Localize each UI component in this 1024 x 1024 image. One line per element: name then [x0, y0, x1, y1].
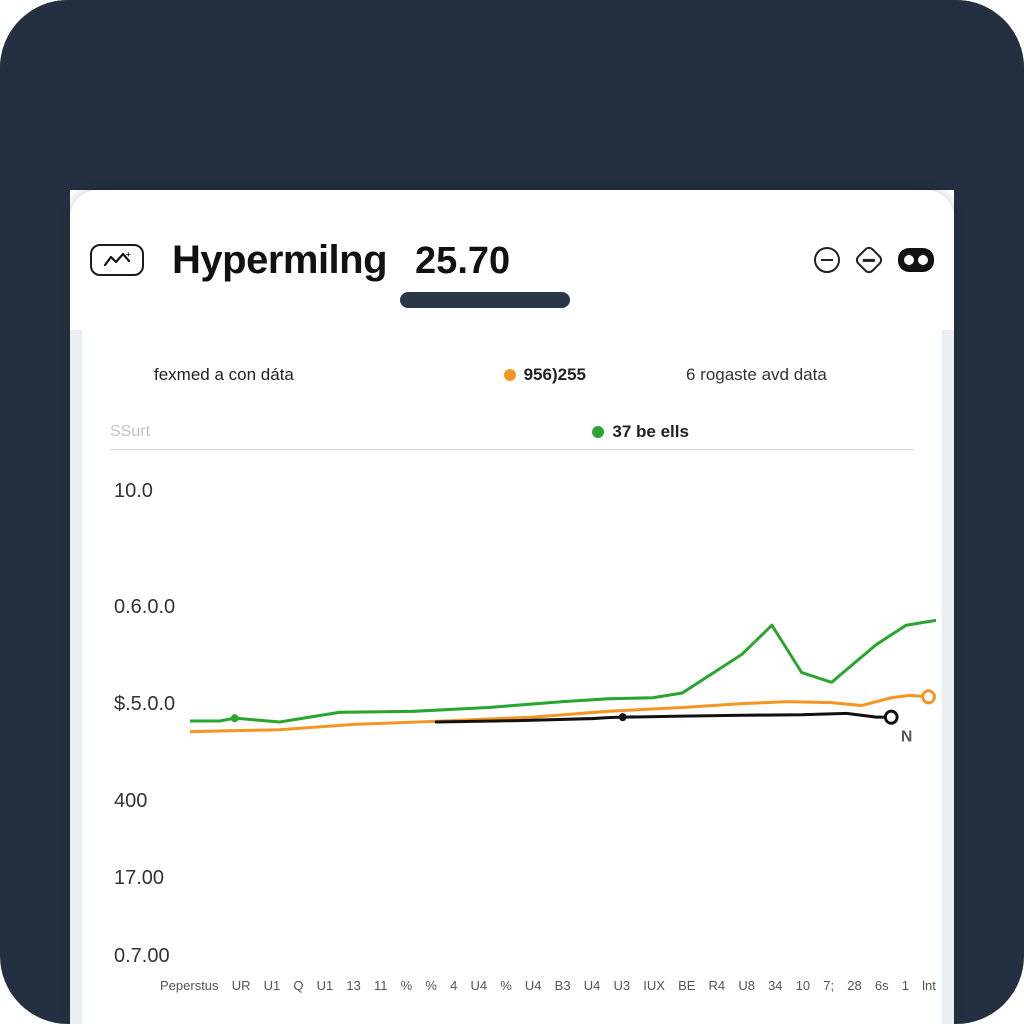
x-tick-label: Peperstus	[160, 978, 219, 993]
y-tick-label: $.5.0.0	[114, 693, 175, 716]
x-tick-label: U4	[470, 978, 487, 993]
legend-label-right: 6 rogaste avd data	[686, 365, 914, 385]
bezel-right	[954, 0, 1024, 1024]
y-tick-label: 17.00	[114, 867, 164, 890]
x-axis: Peperstus UR U1 Q U1 13 11%% 4 U4% U4 B3 U4 U3 IUX BE R…	[160, 978, 936, 1018]
bezel-left	[0, 0, 70, 1024]
series-orange-end-marker	[923, 691, 935, 703]
bezel-top	[0, 0, 1024, 190]
minus-circle-icon[interactable]	[814, 247, 840, 273]
chart-plot: 84N	[190, 480, 936, 964]
x-tick-label: U4	[525, 978, 542, 993]
series-black-end-marker	[885, 711, 897, 723]
x-tick-label: %	[425, 978, 437, 993]
x-tick-label: 11	[374, 978, 388, 993]
app-screen: + Hypermilng 25.70 fexmed a con dáta	[70, 190, 954, 1024]
x-tick-label: U8	[738, 978, 755, 993]
header-row: + Hypermilng 25.70	[90, 230, 934, 290]
x-tick-label: 4	[450, 978, 457, 993]
x-tick-label: 7;	[823, 978, 834, 993]
svg-text:+: +	[126, 251, 131, 259]
page-title: Hypermilng	[172, 238, 387, 283]
title-block: Hypermilng 25.70	[172, 238, 510, 283]
x-tick-label: %	[401, 978, 413, 993]
x-tick-label: B3	[555, 978, 571, 993]
title-underline	[400, 292, 570, 308]
x-tick-label: U1	[317, 978, 334, 993]
back-button[interactable]: +	[90, 244, 144, 276]
photo-chart-icon: +	[103, 251, 131, 269]
series-black-mid-dot	[619, 713, 627, 721]
legend-value-green: 37 be ells	[612, 422, 689, 442]
series-green-start-dot	[231, 714, 239, 722]
x-tick-label: lnt	[922, 978, 936, 993]
legend-row-2: SSurt 37 be ells	[110, 420, 914, 450]
legend-row-1: fexmed a con dáta 956)255 6 rogaste avd …	[154, 360, 914, 390]
x-tick-label: UR	[232, 978, 251, 993]
diamond-minus-icon[interactable]	[853, 244, 884, 275]
page-title-value: 25.70	[415, 240, 510, 283]
x-tick-label: R4	[709, 978, 726, 993]
status-dot-icon	[918, 255, 928, 265]
chart-svg: 84N	[190, 480, 936, 964]
y-tick-label: 0.7.00	[114, 945, 170, 968]
y-tick-label: 0.6.0.0	[114, 596, 175, 619]
legend-dot-green-icon	[592, 426, 604, 438]
series-black-end-label: N	[901, 728, 912, 745]
x-tick-label: U1	[264, 978, 281, 993]
y-tick-label: 10.0	[114, 480, 153, 503]
gutter-left	[70, 330, 82, 1024]
x-tick-label: BE	[678, 978, 695, 993]
x-tick-label: IUX	[643, 978, 665, 993]
legend-dot-orange-icon	[504, 369, 516, 381]
legend-label-fixed: fexmed a con dáta	[154, 365, 504, 385]
legend-value-orange: 956)255	[524, 365, 586, 385]
status-dot-icon	[904, 255, 914, 265]
status-pill[interactable]	[898, 248, 934, 272]
x-tick-label: 1	[902, 978, 909, 993]
x-tick-label: 6s	[875, 978, 889, 993]
legend-item-green[interactable]: 37 be ells	[592, 422, 689, 442]
x-tick-label: %	[500, 978, 512, 993]
device-frame: + Hypermilng 25.70 fexmed a con dáta	[0, 0, 1024, 1024]
x-tick-label: 10	[796, 978, 810, 993]
x-tick-label: U3	[613, 978, 630, 993]
x-tick-label: 28	[847, 978, 861, 993]
x-tick-label: 34	[768, 978, 782, 993]
series-green	[190, 620, 936, 722]
legend-muted-left: SSurt	[110, 423, 592, 441]
x-tick-label: 13	[346, 978, 360, 993]
header-right	[814, 247, 934, 273]
y-tick-label: 400	[114, 790, 147, 813]
gutter-right	[942, 330, 954, 1024]
x-tick-label: Q	[293, 978, 303, 993]
y-axis: 10.00.6.0.0$.5.0.040017.000.7.00	[114, 480, 194, 964]
x-tick-label: U4	[584, 978, 601, 993]
legend-item-orange[interactable]: 956)255	[504, 365, 686, 385]
